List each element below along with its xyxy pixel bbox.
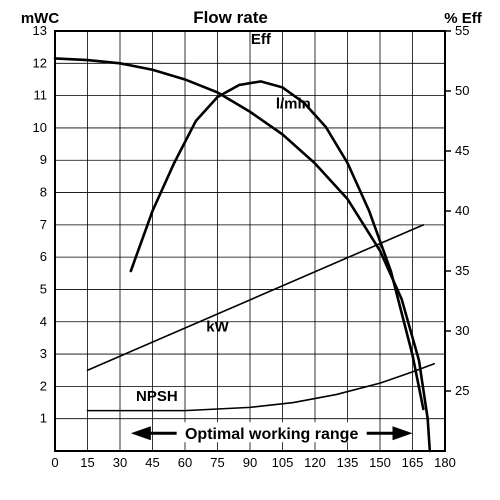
y-left-label: mWC bbox=[21, 10, 59, 27]
y-left-tick: 10 bbox=[33, 119, 47, 134]
x-tick: 120 bbox=[304, 455, 326, 470]
optimal-range-label: Optimal working range bbox=[185, 426, 358, 443]
x-tick: 0 bbox=[51, 455, 58, 470]
y-right-tick: 30 bbox=[455, 323, 469, 338]
eff-label: Eff bbox=[251, 30, 272, 47]
y-left-tick: 6 bbox=[40, 249, 47, 264]
kw-label: kW bbox=[206, 318, 229, 335]
chart-title: Flow rate bbox=[193, 8, 268, 27]
x-tick: 105 bbox=[272, 455, 294, 470]
pump-curve-chart: 0153045607590105120135150165180123456789… bbox=[5, 3, 495, 498]
y-right-tick: 40 bbox=[455, 203, 469, 218]
x-tick: 90 bbox=[243, 455, 257, 470]
x-tick: 45 bbox=[145, 455, 159, 470]
x-tick: 150 bbox=[369, 455, 391, 470]
y-left-tick: 12 bbox=[33, 55, 47, 70]
npsh-label: NPSH bbox=[136, 387, 178, 404]
lmin-label: l/min bbox=[276, 95, 311, 112]
x-tick: 180 bbox=[434, 455, 456, 470]
x-tick: 30 bbox=[113, 455, 127, 470]
y-right-label: % Eff bbox=[444, 10, 483, 27]
x-tick: 15 bbox=[80, 455, 94, 470]
y-left-tick: 2 bbox=[40, 378, 47, 393]
y-left-tick: 4 bbox=[40, 313, 47, 328]
y-left-tick: 8 bbox=[40, 184, 47, 199]
y-right-tick: 25 bbox=[455, 383, 469, 398]
x-tick: 60 bbox=[178, 455, 192, 470]
y-right-tick: 35 bbox=[455, 263, 469, 278]
y-right-tick: 50 bbox=[455, 83, 469, 98]
y-left-tick: 9 bbox=[40, 152, 47, 167]
y-left-tick: 7 bbox=[40, 216, 47, 231]
x-tick: 75 bbox=[210, 455, 224, 470]
x-tick: 135 bbox=[337, 455, 359, 470]
y-left-tick: 5 bbox=[40, 281, 47, 296]
y-right-tick: 45 bbox=[455, 143, 469, 158]
y-left-tick: 11 bbox=[34, 87, 48, 102]
y-left-tick: 3 bbox=[40, 346, 47, 361]
x-tick: 165 bbox=[402, 455, 424, 470]
y-left-tick: 1 bbox=[40, 410, 47, 425]
